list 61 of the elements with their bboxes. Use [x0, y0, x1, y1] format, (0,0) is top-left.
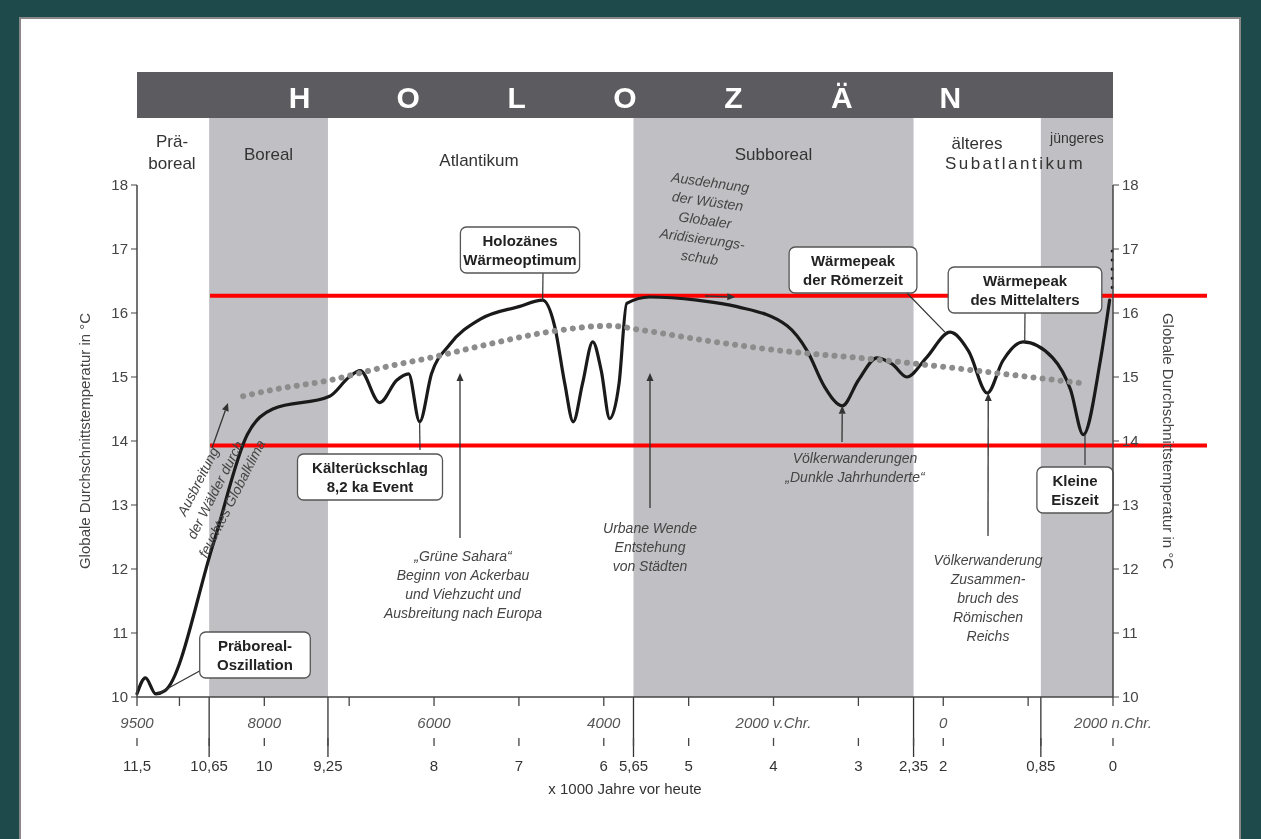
x-tick-label: 4: [769, 757, 778, 774]
y-tick-label: 17: [111, 240, 128, 257]
annotation: Holozänes Wärmeoptimum: [463, 231, 577, 268]
annotation: „Grüne Sahara“ Beginn von Ackerbau und Viehzucht und Ausbreitung nach Europa: [383, 548, 543, 622]
x-tick-label: 0,85: [1026, 757, 1056, 774]
y2-tick-label: 15: [1122, 368, 1139, 385]
annotation: Völkerwanderungen „Dunkle Jahrhunderte“: [784, 450, 926, 486]
x-tick-label: 5,65: [618, 757, 649, 774]
x-tick-label: 8: [429, 757, 439, 774]
y2-tick-label: 11: [1122, 624, 1138, 641]
y-tick-label: 10: [111, 688, 128, 705]
y-tick-label: 13: [111, 496, 128, 513]
x-tick-label: 2,35: [898, 757, 929, 774]
x-axis-title: x 1000 Jahre vor heute: [548, 780, 702, 797]
x-tick-label: 5: [684, 757, 693, 774]
x-tick-label: 10: [255, 757, 273, 774]
y2-axis-title: Globale Durchschnittstemperatur in °C: [1160, 312, 1177, 570]
y2-tick-label: 13: [1122, 496, 1139, 513]
band-label: Subboreal: [734, 145, 813, 164]
y-tick-label: 11: [112, 624, 128, 641]
y-tick-label: 12: [111, 560, 128, 577]
band-label: Boreal: [243, 145, 294, 164]
x-tick-label: 9,25: [313, 757, 343, 774]
x-tick-label: 11,5: [122, 757, 152, 774]
x-tick-label: 10,65: [190, 757, 228, 774]
x-tick-label: 2: [939, 757, 948, 774]
x-tick-label: 3: [854, 757, 863, 774]
annotation: Wärmepeak der Römerzeit: [802, 251, 904, 288]
text: älteres: [951, 134, 1003, 153]
y-tick-label: 18: [111, 176, 128, 193]
y-axis-title: Globale Durchschnittstemperatur in °C: [76, 312, 93, 570]
y2-tick-label: 16: [1122, 304, 1139, 321]
annotation: Völkerwanderung Zusammen- bruch des Römischen Reichs: [933, 551, 1043, 644]
y2-tick-label: 18: [1122, 176, 1139, 193]
y2-tick-label: 12: [1122, 560, 1139, 577]
text: Prä- boreal: [148, 132, 196, 173]
annotation: Kleine Eiszeit: [1051, 471, 1099, 508]
x-tick-label: 7: [514, 757, 524, 774]
chart-title: H O L O Z Ä N: [288, 81, 962, 114]
x2-tick-label: 4000: [587, 714, 622, 731]
text: Atlantikum: [439, 151, 519, 170]
y-tick-label: 14: [111, 432, 128, 449]
annotation: Urbane Wende Entstehung von Städten: [603, 519, 698, 574]
x2-tick-label: 6000: [417, 714, 452, 731]
x2-tick-label: 0: [939, 714, 949, 731]
text: Subatlantikum: [944, 154, 1086, 173]
annotation: Präboreal- Oszillation: [217, 636, 293, 673]
x2-tick-label: 9500: [120, 714, 155, 731]
band-label: jüngeres: [1049, 130, 1104, 146]
annotation: Wärmepeak des Mittelalters: [970, 271, 1080, 308]
annotation: Ausdehnung der Wüsten Globaler Aridisierungs- schub: [657, 168, 751, 269]
x-tick-label: 6: [599, 757, 608, 774]
y2-tick-label: 10: [1122, 688, 1139, 705]
y-tick-label: 16: [111, 304, 128, 321]
x2-tick-label: 2000 v.Chr.: [734, 714, 812, 731]
x2-tick-label: 2000 n.Chr.: [1073, 714, 1152, 731]
x2-tick-label: 8000: [247, 714, 282, 731]
x-tick-label: 0: [1108, 757, 1118, 774]
y2-tick-label: 17: [1122, 240, 1139, 257]
annotation: Kälterückschlag 8,2 ka Event: [312, 458, 428, 495]
y-tick-label: 15: [111, 368, 128, 385]
